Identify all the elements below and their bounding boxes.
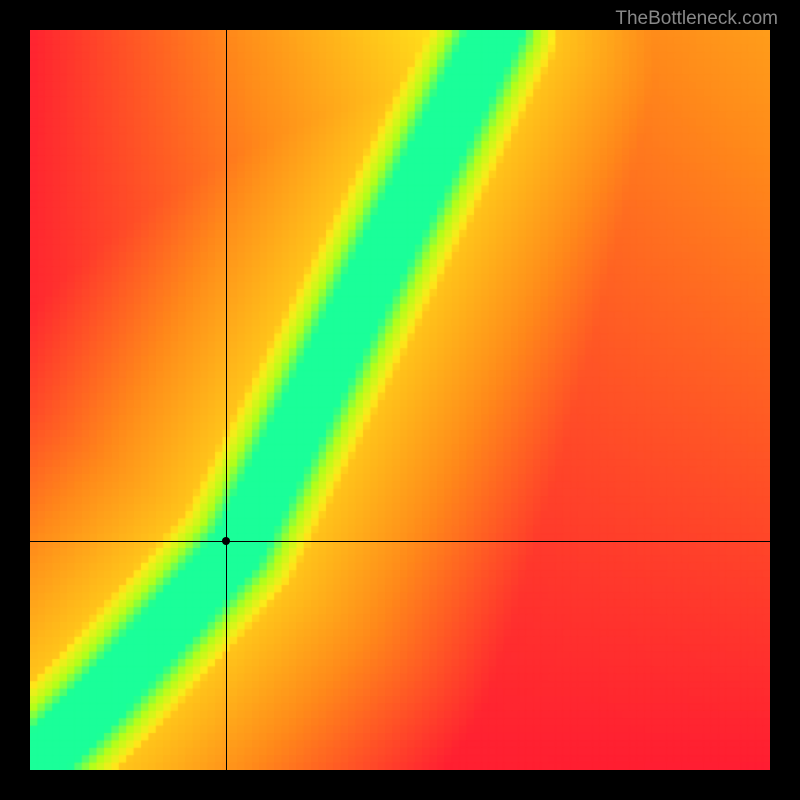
heatmap-canvas xyxy=(30,30,770,770)
watermark-text: TheBottleneck.com xyxy=(615,8,778,30)
crosshair-horizontal xyxy=(30,541,770,542)
crosshair-vertical xyxy=(226,30,227,770)
plot-area xyxy=(30,30,770,770)
crosshair-marker xyxy=(222,537,230,545)
